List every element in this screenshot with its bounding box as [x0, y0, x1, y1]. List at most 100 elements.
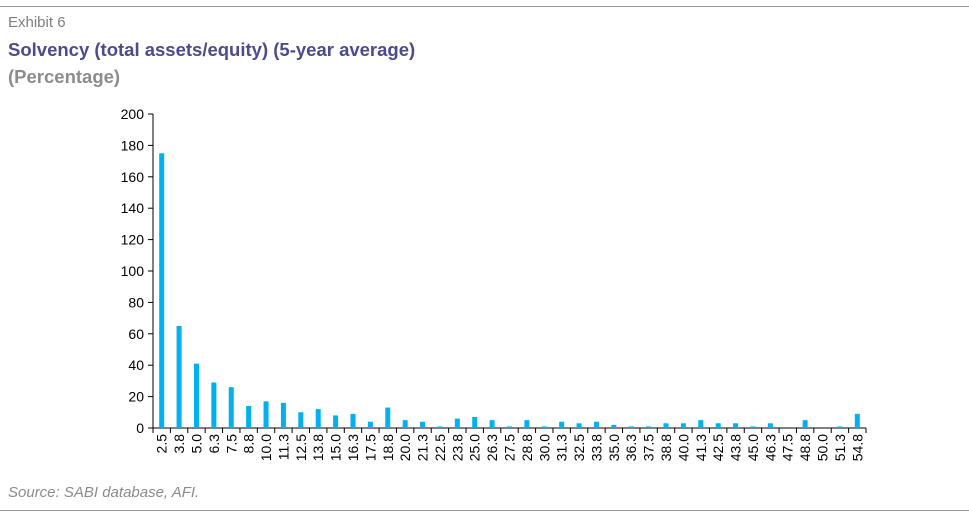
x-tick-label: 27.5 [502, 434, 518, 461]
x-tick-label: 16.3 [345, 434, 361, 461]
bar-37.5 [646, 426, 652, 428]
y-tick-label: 0 [136, 420, 144, 436]
bars [159, 153, 860, 428]
bottom-rule [0, 510, 969, 511]
x-tick-label: 26.3 [484, 434, 500, 461]
bar-5.0 [193, 363, 199, 428]
bar-13.8 [315, 409, 321, 428]
bar-20.0 [402, 420, 408, 428]
x-axis: 2.5 3.8 5.0 6.3 7.5 8.8 10.0 11.3 12.5 13.8 15.0 16… [152, 427, 867, 461]
y-tick-label: 180 [121, 137, 145, 153]
x-tick-label: 6.3 [206, 434, 222, 454]
x-tick-label: 20.0 [397, 434, 413, 461]
x-tick-label: 21.3 [415, 434, 431, 461]
x-tick-label: 32.5 [571, 434, 587, 461]
y-axis: 0 20 40 60 80 100 120 140 160 180 200 [121, 106, 154, 436]
y-tick-label: 140 [121, 200, 145, 216]
y-tick-label: 20 [128, 389, 144, 405]
y-tick-label: 160 [121, 169, 145, 185]
bar-43.8 [733, 423, 739, 428]
x-tick-label: 10.0 [258, 434, 274, 461]
top-rule [0, 6, 969, 7]
bar-16.3 [350, 413, 356, 428]
x-tick-label: 18.8 [380, 434, 396, 461]
chart-title: Solvency (total assets/equity) (5-year a… [8, 39, 416, 60]
x-tick-label: 8.8 [241, 434, 257, 454]
x-tick-label: 41.3 [693, 434, 709, 461]
y-tick-label: 40 [128, 357, 144, 373]
bar-31.3 [559, 421, 565, 428]
x-tick-label: 47.5 [780, 434, 796, 461]
bar-27.5 [507, 426, 512, 428]
bar-18.8 [385, 407, 391, 428]
bar-11.3 [280, 402, 286, 428]
x-tick-label: 54.8 [849, 434, 865, 461]
bar-51.3 [837, 426, 843, 428]
bar-23.8 [454, 418, 460, 428]
x-tick-label: 25.0 [467, 434, 483, 461]
x-tick-label: 46.3 [762, 434, 778, 461]
bar-38.8 [663, 423, 669, 428]
bar-36.3 [628, 426, 634, 428]
source-note: Source: SABI database, AFI. [8, 484, 200, 501]
bar-46.3 [767, 423, 773, 428]
bar-3.8 [176, 325, 182, 428]
x-tick-label: 12.5 [293, 434, 309, 461]
bar-8.8 [246, 406, 252, 428]
bar-40.0 [680, 423, 686, 428]
y-tick-label: 200 [121, 106, 145, 122]
bar-22.5 [437, 426, 443, 428]
x-tick-label: 3.8 [171, 434, 187, 454]
bar-32.5 [576, 423, 582, 428]
x-tick-label: 48.8 [797, 434, 813, 461]
x-tick-label: 35.0 [606, 434, 622, 461]
x-tick-label: 38.8 [658, 434, 674, 461]
x-tick-label: 2.5 [154, 434, 170, 454]
x-tick-label: 51.3 [832, 434, 848, 461]
x-tick-label: 45.0 [745, 434, 761, 461]
y-tick-label: 80 [128, 294, 144, 310]
exhibit-label: Exhibit 6 [8, 14, 66, 31]
x-tick-label: 13.8 [310, 434, 326, 461]
bar-48.8 [802, 420, 808, 428]
bar-33.8 [593, 421, 599, 428]
x-tick-label: 23.8 [449, 434, 465, 461]
x-tick-label: 30.0 [536, 434, 552, 461]
bar-21.3 [420, 421, 426, 428]
bar-7.5 [228, 387, 234, 428]
bar-17.5 [367, 421, 373, 428]
y-tick-label: 60 [128, 326, 144, 342]
bar-28.8 [524, 420, 530, 428]
bar-41.3 [698, 420, 704, 428]
x-tick-label: 28.8 [519, 434, 535, 461]
y-tick-label: 120 [121, 232, 145, 248]
bar-26.3 [489, 420, 495, 428]
x-tick-label: 22.5 [432, 434, 448, 461]
bar-12.5 [298, 412, 304, 428]
y-tick-label: 100 [121, 263, 145, 279]
bar-45.0 [750, 426, 756, 428]
x-tick-label: 33.8 [588, 434, 604, 461]
bar-15.0 [333, 415, 339, 428]
bar-6.3 [211, 382, 217, 428]
x-tick-label: 5.0 [188, 434, 204, 454]
x-tick-label: 42.5 [710, 434, 726, 461]
bar-10.0 [263, 401, 269, 428]
bar-42.5 [715, 423, 721, 428]
bar-35.0 [611, 424, 617, 428]
x-tick-label: 31.3 [554, 434, 570, 461]
x-tick-label: 40.0 [675, 434, 691, 461]
x-tick-label: 43.8 [728, 434, 744, 461]
chart-subtitle: (Percentage) [8, 66, 121, 87]
x-tick-label: 50.0 [815, 434, 831, 461]
bar-2.5 [159, 153, 165, 428]
bar-30.0 [541, 426, 547, 428]
x-tick-label: 11.3 [275, 434, 291, 460]
bar-25.0 [472, 417, 478, 428]
x-tick-label: 37.5 [641, 434, 657, 461]
x-tick-label: 17.5 [362, 434, 378, 461]
x-tick-label: 36.3 [623, 434, 639, 461]
x-tick-label: 15.0 [328, 434, 344, 461]
x-tick-label: 7.5 [223, 434, 239, 454]
